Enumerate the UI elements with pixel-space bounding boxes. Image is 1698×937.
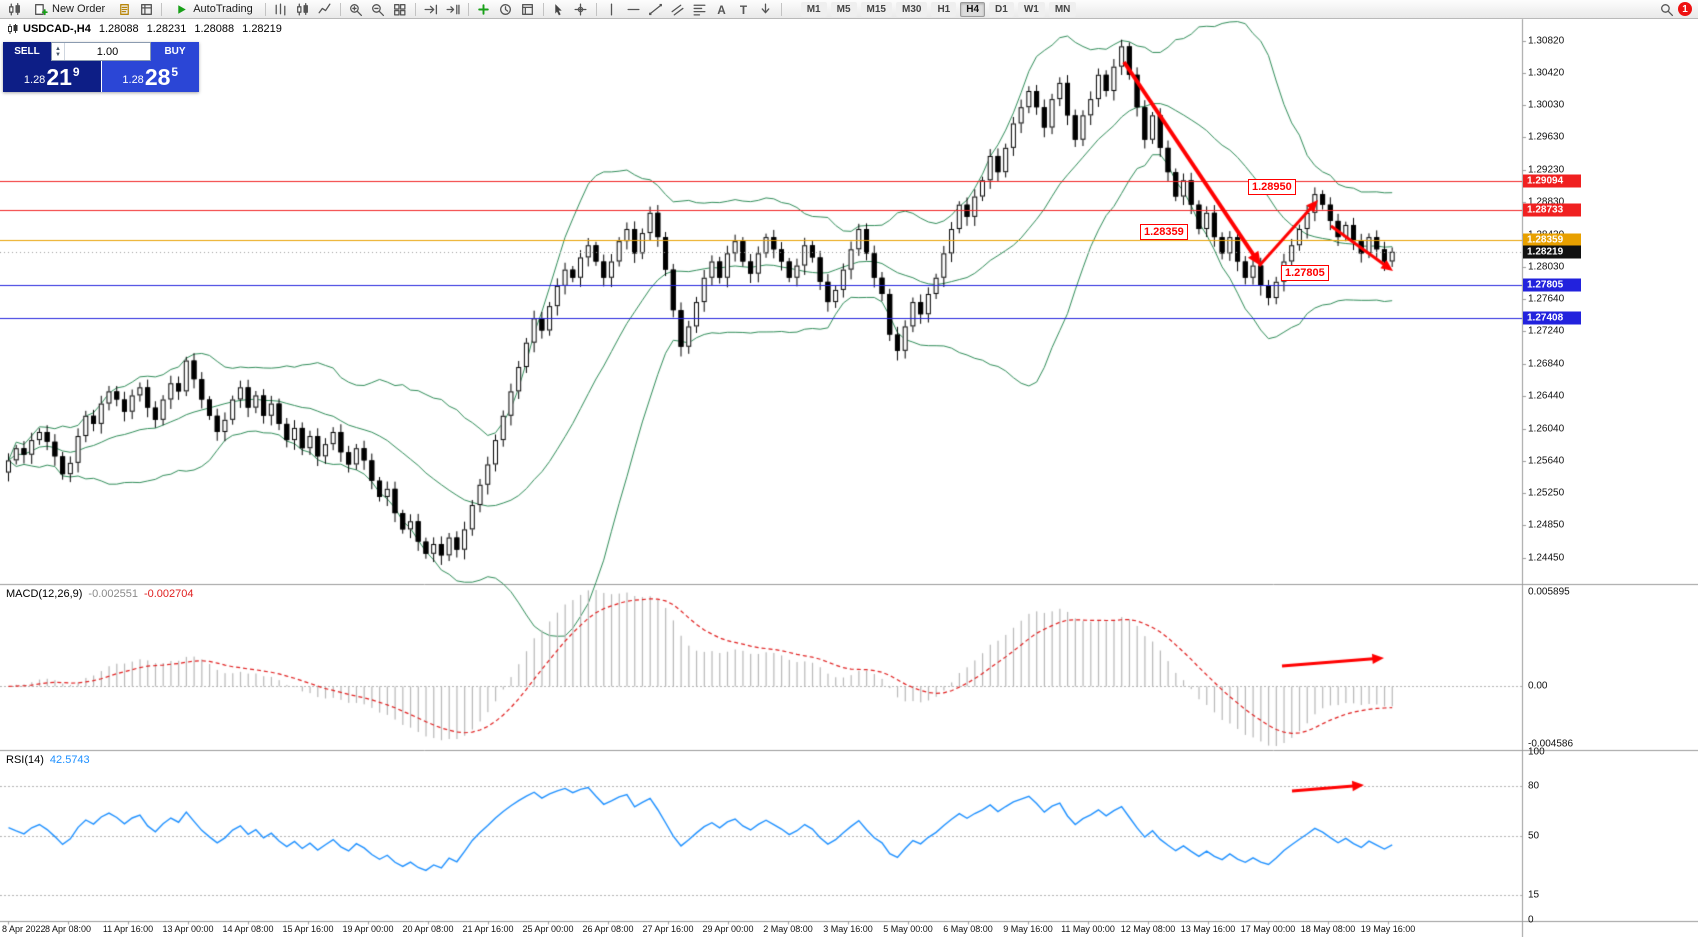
timeframe-mn[interactable]: MN — [1048, 1, 1077, 17]
zoom-out-icon[interactable] — [368, 0, 388, 18]
chart-window-mini-icon — [8, 24, 18, 34]
price-callout[interactable]: 1.28950 — [1248, 179, 1296, 195]
toolbar-separator — [339, 2, 341, 16]
toolbar-separator — [161, 2, 163, 16]
ask-pip: 5 — [171, 65, 179, 79]
toolbar-separator — [542, 2, 544, 16]
zoom-in-icon[interactable] — [346, 0, 366, 18]
auto-scroll-icon[interactable] — [421, 0, 441, 18]
price-callout[interactable]: 1.28359 — [1140, 224, 1188, 240]
ask-main: 28 — [144, 64, 171, 90]
bar-high: 1.28231 — [146, 23, 187, 35]
timeframe-m15[interactable]: M15 — [860, 1, 892, 17]
buy-label: BUY — [151, 42, 199, 61]
bar-chart-icon[interactable] — [271, 0, 291, 18]
svg-text:A: A — [717, 3, 726, 16]
trendline-icon[interactable] — [646, 0, 666, 18]
sell-button[interactable]: 1.28 21 9 — [3, 61, 102, 92]
timeframe-d1[interactable]: D1 — [989, 1, 1014, 17]
volume-value[interactable]: 1.00 — [96, 45, 119, 58]
text-icon[interactable]: A — [712, 0, 732, 18]
cursor-icon[interactable] — [549, 0, 569, 18]
timeframe-w1[interactable]: W1 — [1017, 1, 1045, 17]
new-order-button[interactable]: New Order — [26, 1, 112, 17]
sell-label: SELL — [3, 42, 51, 61]
arrows-tool-icon[interactable] — [756, 0, 776, 18]
horizontal-line-icon[interactable] — [624, 0, 644, 18]
volume-input[interactable]: ▲ ▼ 1.00 — [51, 42, 151, 61]
vertical-line-icon[interactable] — [602, 0, 622, 18]
bid-main: 21 — [46, 64, 72, 90]
macd-value-main: -0.002551 — [88, 588, 138, 600]
svg-text:T: T — [740, 3, 748, 16]
text-label-icon[interactable]: T — [734, 0, 754, 18]
rsi-header: RSI(14) 42.5743 — [6, 754, 90, 766]
crosshair-icon[interactable] — [571, 0, 591, 18]
macd-header: MACD(12,26,9) -0.002551 -0.002704 — [6, 588, 194, 600]
rsi-name: RSI(14) — [6, 754, 44, 766]
bar-close: 1.28219 — [242, 23, 282, 35]
toolbar-separator — [264, 2, 266, 16]
toolbar: New Order AutoTrading A T M1 M5 M15 M30 H1 H4 D1 W1… — [0, 0, 1698, 19]
rsi-value: 42.5743 — [49, 754, 90, 766]
toolbar-separator — [595, 2, 597, 16]
toolbar-separator — [467, 2, 469, 16]
autotrading-button[interactable]: AutoTrading — [167, 1, 260, 17]
bar-open: 1.28088 — [98, 23, 139, 35]
tile-windows-icon[interactable] — [390, 0, 410, 18]
metaeditor-icon[interactable] — [114, 0, 134, 18]
price-callout[interactable]: 1.27805 — [1281, 265, 1329, 281]
equidistant-channel-icon[interactable] — [668, 0, 688, 18]
timeframe-m1[interactable]: M1 — [800, 1, 827, 17]
periods-icon[interactable] — [496, 0, 516, 18]
templates-icon[interactable] — [518, 0, 538, 18]
bid-pip: 9 — [72, 65, 80, 79]
buy-button[interactable]: 1.28 28 5 — [101, 61, 199, 92]
toolbar-separator — [780, 2, 782, 16]
fibonacci-icon[interactable] — [690, 0, 710, 18]
line-chart-icon[interactable] — [315, 0, 335, 18]
macd-name: MACD(12,26,9) — [6, 588, 83, 600]
bid-prefix: 1.28 — [23, 74, 46, 86]
notification-badge[interactable]: 1 — [1678, 2, 1692, 16]
chart-shift-icon[interactable] — [443, 0, 463, 18]
chart-title: USDCAD-,H4 1.28088 1.28231 1.28088 1.282… — [7, 23, 282, 35]
ask-prefix: 1.28 — [122, 74, 144, 86]
symbol-timeframe: USDCAD-,H4 — [23, 23, 91, 35]
volume-stepper[interactable]: ▲ ▼ — [52, 43, 65, 60]
one-click-trading-panel: SELL ▲ ▼ 1.00 BUY 1.28 21 9 1.28 28 5 — [3, 42, 199, 92]
macd-value-signal: -0.002704 — [143, 588, 194, 600]
chart-window-icon[interactable] — [4, 0, 24, 18]
bar-low: 1.28088 — [194, 23, 235, 35]
timeframe-m30[interactable]: M30 — [895, 1, 928, 17]
toolbar-separator — [414, 2, 416, 16]
search-icon[interactable] — [1656, 0, 1676, 18]
timeframe-m5[interactable]: M5 — [830, 1, 857, 17]
timeframe-h4[interactable]: H4 — [960, 1, 986, 17]
timeframe-h1[interactable]: H1 — [931, 1, 957, 17]
indicators-icon[interactable] — [474, 0, 494, 18]
terminal-icon[interactable] — [136, 0, 156, 18]
timeframe-switcher: M1 M5 M15 M30 H1 H4 D1 W1 MN — [800, 1, 1077, 17]
candlestick-chart-icon[interactable] — [293, 0, 313, 18]
